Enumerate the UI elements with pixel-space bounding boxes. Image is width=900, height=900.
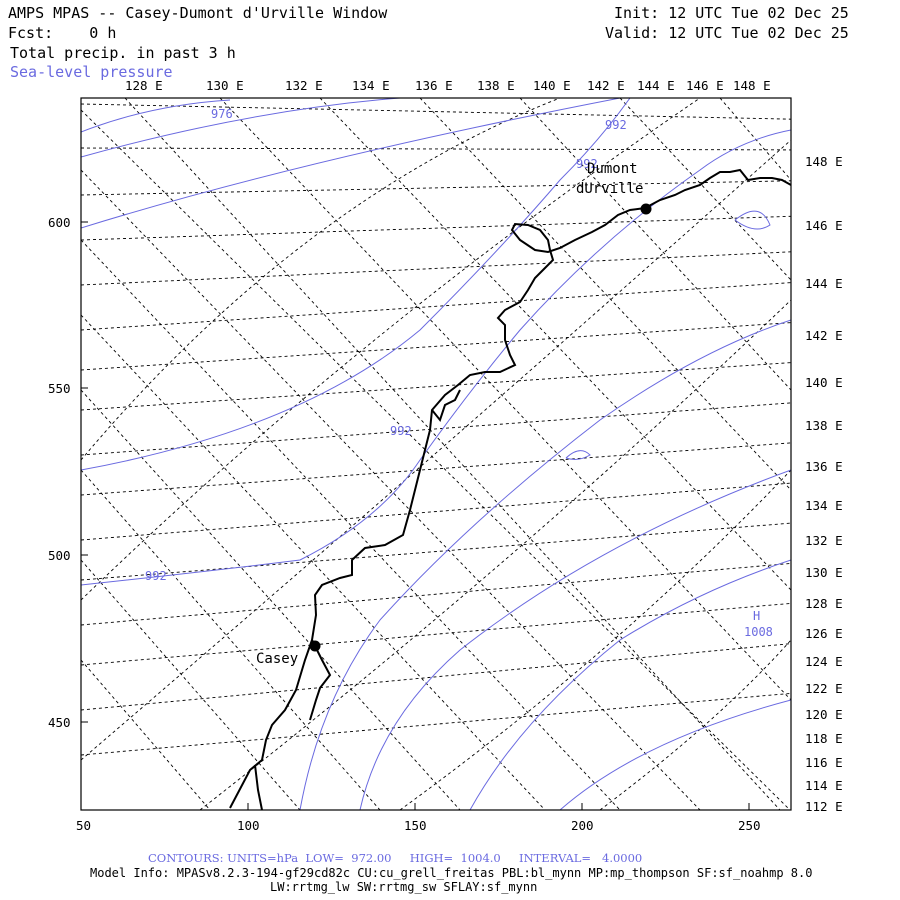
- axis-label: 148 E: [805, 154, 843, 169]
- station-label-dumont-1: Dumont: [587, 161, 638, 177]
- axis-label: 120 E: [805, 707, 843, 722]
- axis-label: 128 E: [125, 78, 163, 93]
- contour-label: 992: [145, 569, 167, 583]
- axis-label: 112 E: [805, 799, 843, 814]
- meridian-lines: [81, 103, 791, 756]
- high-pressure-marker: H: [753, 609, 760, 623]
- dumont-durville-marker: [640, 203, 652, 215]
- left-axis-labels: 600 550 500 450: [48, 215, 71, 730]
- axis-label: 132 E: [805, 533, 843, 548]
- map-frame: [80, 97, 792, 811]
- axis-label: 600: [48, 215, 71, 230]
- axis-label: 124 E: [805, 654, 843, 669]
- axis-label: 144 E: [637, 78, 675, 93]
- model-info-2: LW:rrtmg_lw SW:rrtmg_sw SFLAY:sf_mynn: [270, 880, 538, 894]
- forecast-hour: Fcst: 0 h: [8, 24, 117, 42]
- axis-label: 136 E: [415, 78, 453, 93]
- axis-label: 130 E: [206, 78, 244, 93]
- axis-label: 142 E: [587, 78, 625, 93]
- axis-label: 118 E: [805, 731, 843, 746]
- axis-label: 142 E: [805, 328, 843, 343]
- axis-label: 250: [738, 818, 761, 833]
- latitude-arcs: [81, 98, 791, 810]
- axis-label: 138 E: [805, 418, 843, 433]
- contour-info: CONTOURS: UNITS=hPa LOW= 972.00 HIGH= 10…: [148, 851, 643, 865]
- field-name: Total precip. in past 3 h: [10, 44, 236, 62]
- high-pressure-value: 1008: [744, 625, 773, 639]
- contour-label: 976: [211, 107, 233, 121]
- axis-label: 128 E: [805, 596, 843, 611]
- init-time: Init: 12 UTC Tue 02 Dec 25: [614, 4, 849, 22]
- axis-label: 134 E: [805, 498, 843, 513]
- axis-label: 144 E: [805, 276, 843, 291]
- contour-label: 992: [390, 424, 412, 438]
- axis-label: 150: [404, 818, 427, 833]
- axis-label: 500: [48, 548, 71, 563]
- axis-label: 146 E: [686, 78, 724, 93]
- axis-label: 130 E: [805, 565, 843, 580]
- axis-label: 100: [237, 818, 260, 833]
- pressure-contours: [81, 98, 791, 810]
- axis-label: 200: [571, 818, 594, 833]
- valid-time: Valid: 12 UTC Tue 02 Dec 25: [605, 24, 849, 42]
- map-title: AMPS MPAS -- Casey-Dumont d'Urville Wind…: [8, 4, 388, 22]
- axis-label: 148 E: [733, 78, 771, 93]
- axis-label: 140 E: [805, 375, 843, 390]
- left-ticks: [81, 221, 88, 723]
- axis-label: 126 E: [805, 626, 843, 641]
- axis-label: 114 E: [805, 778, 843, 793]
- station-label-casey: Casey: [256, 651, 298, 667]
- casey-marker: [309, 640, 321, 652]
- bottom-axis-labels: 50 100 150 200 250: [76, 818, 761, 833]
- axis-label: 50: [76, 818, 91, 833]
- meridian-lines-steep: [81, 98, 791, 810]
- model-info: Model Info: MPASv8.2.3-194-gf29cd82c CU:…: [90, 866, 813, 880]
- overlay-name: Sea-level pressure: [10, 63, 173, 81]
- station-label-dumont-2: dUrville: [576, 181, 643, 197]
- bottom-ticks: [247, 803, 750, 810]
- axis-label: 136 E: [805, 459, 843, 474]
- axis-label: 450: [48, 715, 71, 730]
- top-lon-labels: 128 E 130 E 132 E 134 E 136 E 138 E 140 …: [125, 78, 771, 93]
- axis-label: 550: [48, 381, 71, 396]
- right-lon-labels: 148 E 146 E 144 E 142 E 140 E 138 E 136 …: [805, 154, 843, 814]
- axis-label: 138 E: [477, 78, 515, 93]
- axis-label: 116 E: [805, 755, 843, 770]
- axis-label: 140 E: [533, 78, 571, 93]
- contour-label: 992: [576, 157, 598, 171]
- axis-label: 146 E: [805, 218, 843, 233]
- axis-label: 132 E: [285, 78, 323, 93]
- axis-label: 122 E: [805, 681, 843, 696]
- contour-label: 992: [605, 118, 627, 132]
- axis-label: 134 E: [352, 78, 390, 93]
- coastline: [229, 168, 791, 810]
